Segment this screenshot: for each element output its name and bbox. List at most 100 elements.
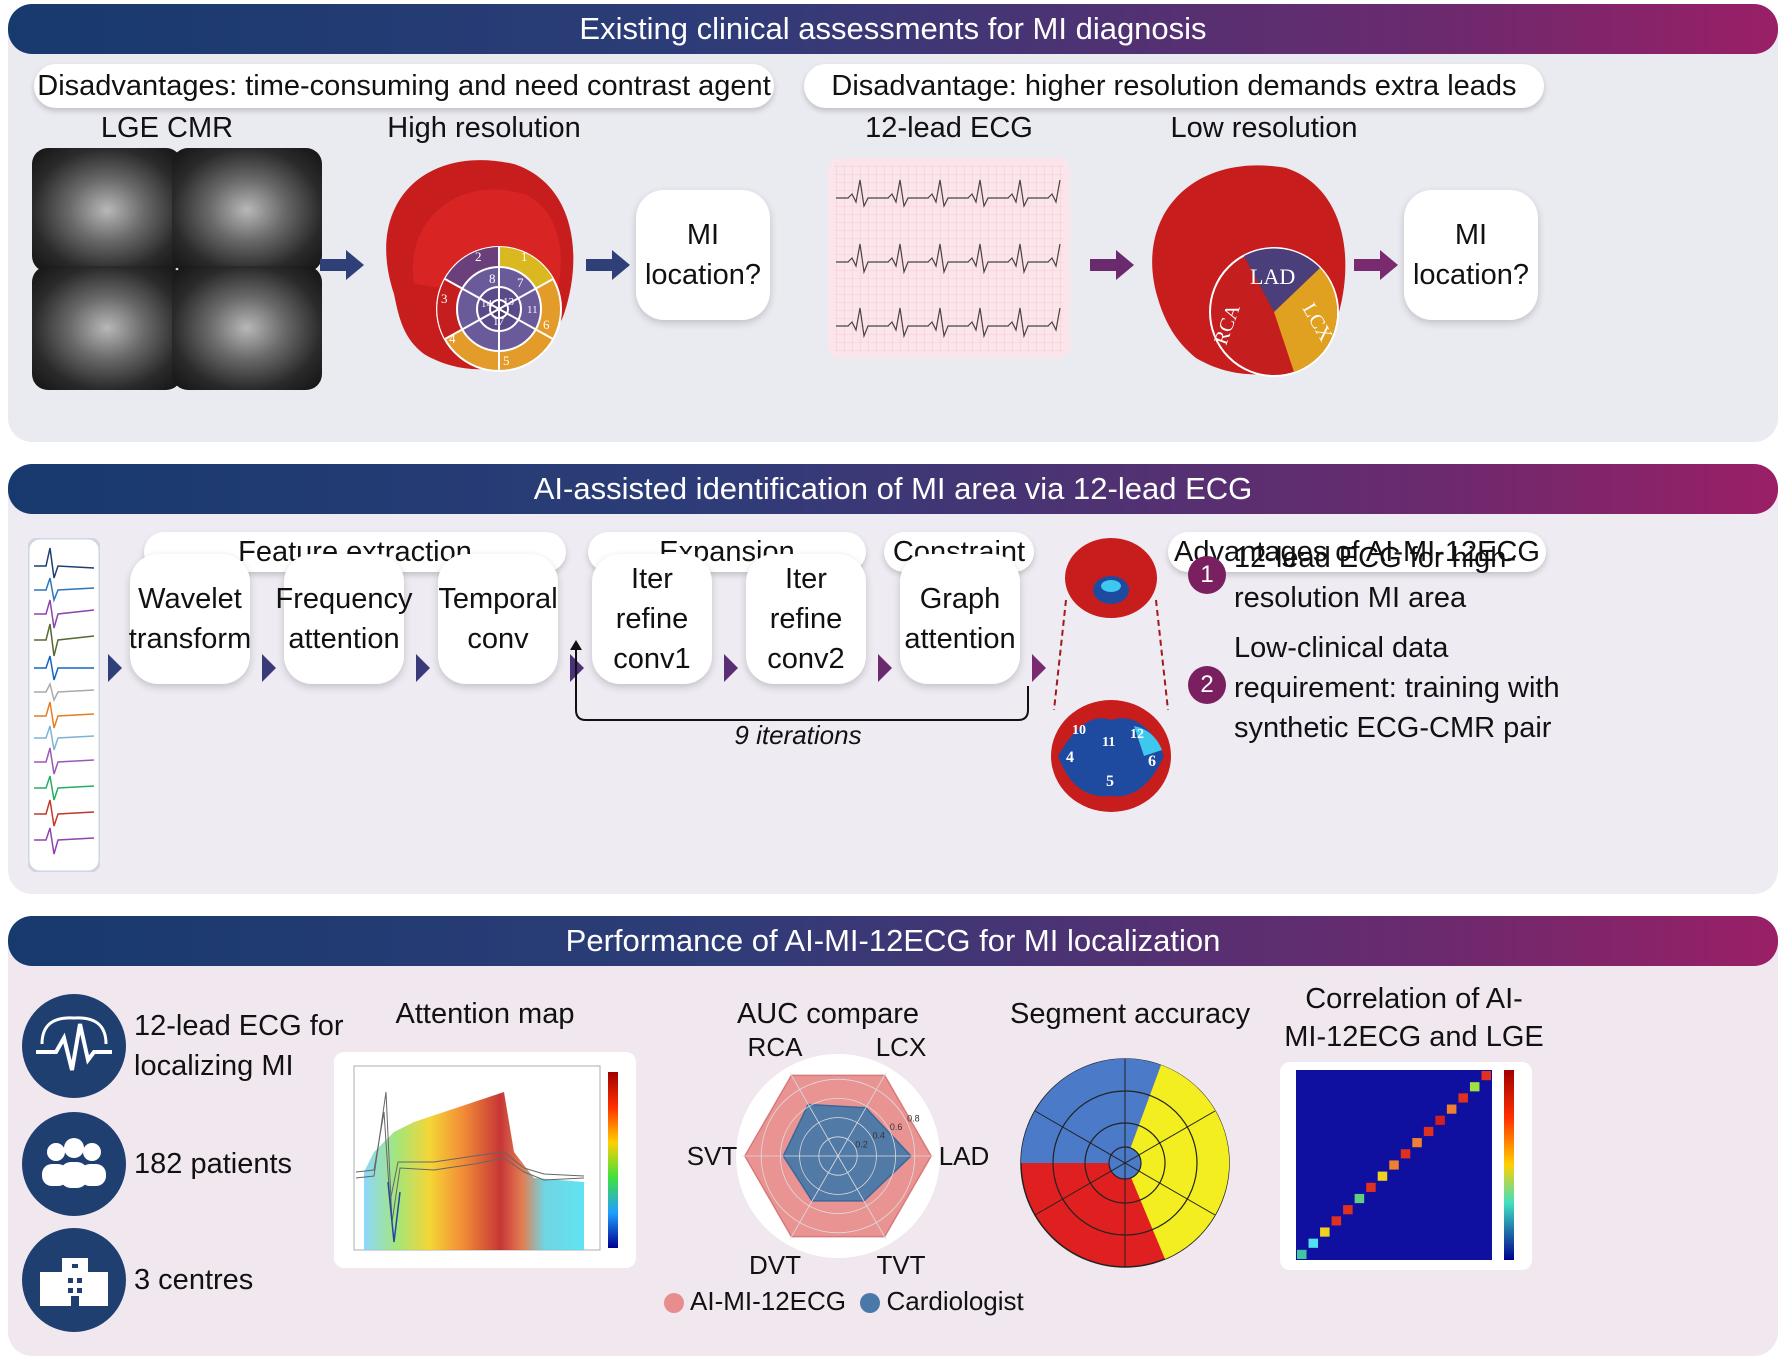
correlation-diagonal-cell bbox=[1412, 1138, 1422, 1148]
location-text: location? bbox=[644, 259, 762, 291]
advantage-line: requirement: training with bbox=[1234, 672, 1560, 704]
correlation-diagonal-cell bbox=[1308, 1238, 1319, 1248]
step-line: attention bbox=[904, 623, 1016, 655]
territory-lad-label: LAD bbox=[1250, 264, 1295, 289]
panel2-title: AI-assisted identification of MI area vi… bbox=[8, 464, 1778, 514]
arrow-right-icon bbox=[262, 654, 276, 682]
segment-label: 17 bbox=[493, 316, 505, 328]
heart-output-segments: 10 4 11 5 12 6 bbox=[1051, 538, 1171, 812]
advantage-line: Low-clinical data bbox=[1234, 632, 1449, 664]
step-line: Graph bbox=[919, 583, 1001, 615]
correlation-diagonal-cell bbox=[1446, 1104, 1457, 1114]
correlation-diagonal-cell bbox=[1481, 1071, 1491, 1081]
correlation-diagonal-cell bbox=[1331, 1216, 1342, 1226]
hospital-building-icon bbox=[22, 1228, 126, 1332]
radar-axis-line bbox=[789, 1155, 839, 1240]
mi-text: MI bbox=[686, 219, 720, 251]
segment-label: 4 bbox=[1066, 749, 1074, 766]
arrow-right-icon bbox=[320, 250, 364, 280]
correlation-matrix-image bbox=[1280, 1062, 1532, 1270]
correlation-title-line: Correlation of AI- bbox=[1305, 983, 1523, 1015]
right-disadvantage-pill: Disadvantage: higher resolution demands … bbox=[804, 64, 1544, 108]
auc-legend: AI-MI-12ECG Cardiologist bbox=[664, 1286, 1024, 1317]
correlation-title: Correlation of AI- MI-12ECG and LGE bbox=[1264, 980, 1564, 1056]
correlation-diagonal-cell bbox=[1458, 1093, 1468, 1103]
heart-bullseye-high-res: 1 2 3 4 5 6 7 8 11 13 14 17 bbox=[386, 160, 574, 372]
segment-label: 5 bbox=[1106, 773, 1114, 790]
pipeline-arrows bbox=[108, 640, 1046, 721]
panel-ai-identification: AI-assisted identification of MI area vi… bbox=[8, 464, 1778, 894]
step-wavelet-transform: Wavelet transform bbox=[129, 554, 251, 684]
radar-axis-label-lcx: LCX bbox=[876, 1032, 927, 1062]
advantage-2-text: Low-clinical data requirement: training … bbox=[1234, 628, 1560, 748]
advantage-line: 12-lead ECG for high- bbox=[1234, 542, 1517, 574]
correlation-title-line: MI-12ECG and LGE bbox=[1284, 1021, 1544, 1053]
attention-map-title: Attention map bbox=[395, 998, 575, 1030]
step-line: Iter refine bbox=[769, 563, 843, 635]
segment-label: 5 bbox=[503, 353, 510, 368]
segment-label: 2 bbox=[475, 249, 482, 264]
segment-label: 11 bbox=[527, 304, 538, 316]
segment-label: 1 bbox=[521, 249, 528, 264]
stat-patients-text: 182 patients bbox=[134, 1148, 293, 1180]
radar-tick-label: 0.4 bbox=[873, 1131, 886, 1141]
segment-label: 8 bbox=[489, 271, 496, 286]
ecg-paper-image bbox=[828, 158, 1070, 358]
segment-label: 14 bbox=[481, 298, 493, 310]
step-graph-attention: Graph attention bbox=[900, 554, 1020, 684]
lge-cmr-image-4 bbox=[172, 266, 322, 390]
step-line: Temporal bbox=[438, 583, 558, 615]
step-line: attention bbox=[288, 623, 400, 655]
advantages-title: Advantages of AI-MI-12ECG bbox=[1168, 532, 1546, 572]
arrow-right-icon bbox=[878, 654, 892, 682]
high-resolution-label: High resolution bbox=[387, 112, 581, 144]
arrow-right-icon bbox=[724, 654, 738, 682]
mi-text: MI bbox=[1454, 219, 1488, 251]
advantage-line: resolution MI area bbox=[1234, 582, 1467, 614]
auc-radar-chart: 0.2 0.4 0.6 0.8 RCA LCX LAD TVT DVT SVT bbox=[687, 1032, 990, 1280]
correlation-colorbar bbox=[1504, 1070, 1514, 1260]
low-resolution-label: Low resolution bbox=[1170, 112, 1358, 144]
correlation-diagonal-cell bbox=[1423, 1126, 1434, 1137]
arrow-right-icon bbox=[416, 654, 430, 682]
advantage-line: synthetic ECG-CMR pair bbox=[1234, 712, 1552, 744]
panel1-title: Existing clinical assessments for MI dia… bbox=[8, 4, 1778, 54]
arrow-right-icon bbox=[1090, 250, 1134, 280]
advantage-number-1: 1 bbox=[1188, 556, 1226, 594]
lge-cmr-label: LGE CMR bbox=[100, 112, 234, 144]
correlation-diagonal-cell bbox=[1366, 1182, 1376, 1192]
correlation-diagonal-cell bbox=[1400, 1149, 1411, 1159]
segment-accuracy-bullseye bbox=[1020, 1058, 1230, 1268]
arrow-right-icon bbox=[1354, 250, 1398, 280]
step-line: conv bbox=[467, 623, 529, 655]
radar-axis-line bbox=[789, 1072, 839, 1157]
legend-dot-ai bbox=[664, 1293, 684, 1314]
lge-cmr-image-2 bbox=[172, 148, 322, 272]
step-iter-refine-conv1: Iter refine conv1 bbox=[592, 554, 712, 684]
segment-label: 6 bbox=[543, 317, 550, 332]
arrow-right-icon bbox=[1032, 654, 1046, 682]
panel-existing-assessments: Existing clinical assessments for MI dia… bbox=[8, 4, 1778, 442]
correlation-diagonal-cell bbox=[1297, 1249, 1307, 1259]
correlation-diagonal-cell bbox=[1377, 1171, 1388, 1181]
step-line: Frequency bbox=[275, 583, 413, 615]
segment-label: 12 bbox=[1130, 727, 1144, 742]
correlation-diagonal-cell bbox=[1354, 1193, 1365, 1204]
segment-accuracy-title: Segment accuracy bbox=[1010, 998, 1251, 1030]
legend-label-ai: AI-MI-12ECG bbox=[690, 1286, 847, 1316]
segment-label: 4 bbox=[449, 331, 456, 346]
advantage-number-2: 2 bbox=[1188, 666, 1226, 704]
arrow-right-icon bbox=[586, 250, 630, 280]
location-text: location? bbox=[1412, 259, 1530, 291]
correlation-diagonal-cell bbox=[1320, 1227, 1330, 1237]
correlation-diagonal-cell bbox=[1389, 1160, 1399, 1170]
step-frequency-attention: Frequency attention bbox=[276, 554, 413, 684]
left-disadvantage-pill: Disadvantages: time-consuming and need c… bbox=[34, 64, 774, 108]
stat-line: 12-lead ECG for bbox=[134, 1010, 344, 1042]
correlation-diagonal-cell bbox=[1435, 1115, 1445, 1125]
step-line: Wavelet bbox=[138, 583, 242, 615]
correlation-diagonal-cell bbox=[1343, 1205, 1353, 1215]
stat-centres-text: 3 centres bbox=[134, 1264, 254, 1296]
radar-axis-line bbox=[837, 1155, 887, 1240]
attention-map-image bbox=[334, 1052, 636, 1268]
